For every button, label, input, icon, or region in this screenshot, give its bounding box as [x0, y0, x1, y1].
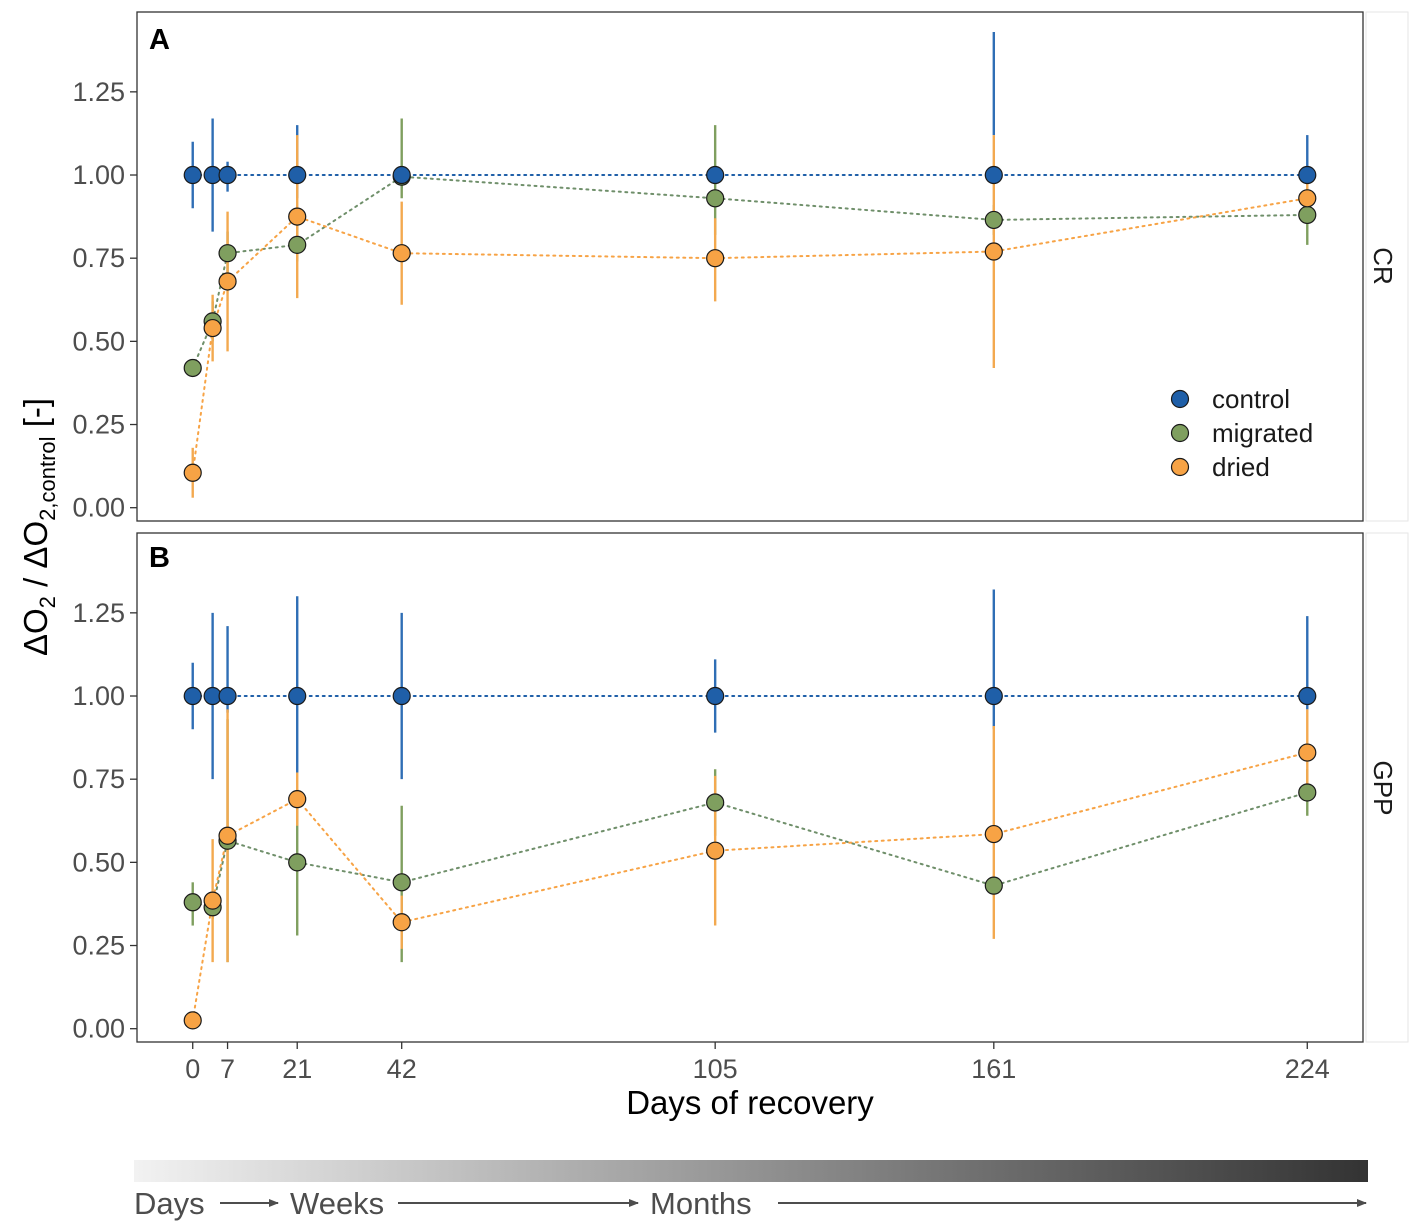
- point-dried: [392, 913, 411, 932]
- x-tick-label: 42: [387, 1054, 417, 1084]
- point-dried: [183, 1011, 202, 1030]
- point-dried: [1298, 743, 1317, 762]
- point-dried: [706, 249, 725, 268]
- y-tick-label: 0.00: [72, 493, 125, 523]
- point-migrated: [218, 244, 237, 263]
- legend-label-migrated: migrated: [1212, 418, 1313, 448]
- timeline-label-months: Months: [650, 1186, 752, 1221]
- point-migrated: [1298, 783, 1317, 802]
- legend-marker-control: [1170, 389, 1190, 409]
- point-control: [706, 686, 725, 706]
- y-tick-label: 0.75: [72, 764, 125, 794]
- timeline: Days Weeks Months: [134, 1160, 1368, 1221]
- legend: control migrated dried: [1170, 384, 1313, 482]
- x-axis-title: Days of recovery: [626, 1084, 874, 1121]
- point-migrated: [392, 873, 411, 892]
- point-dried: [984, 242, 1003, 261]
- point-dried: [984, 824, 1003, 844]
- y-tick-label: 1.25: [72, 598, 125, 628]
- point-dried: [288, 207, 307, 226]
- point-migrated: [706, 189, 725, 208]
- y-tick-label: 0.50: [72, 326, 125, 356]
- legend-label-dried: dried: [1212, 452, 1270, 482]
- x-tick-label: 0: [185, 1054, 200, 1084]
- y-tick-label: 0.25: [72, 410, 125, 440]
- series-line-dried: [191, 751, 1309, 1022]
- panel-a: CR A 0.00 0.25 0.50 0.75 1.00 1.25: [72, 11, 1409, 523]
- panel-b-frame: [136, 532, 1364, 1043]
- timeline-label-weeks: Weeks: [290, 1186, 384, 1221]
- plot-b: [183, 589, 1317, 1030]
- point-dried: [203, 318, 222, 338]
- plot-a: [183, 31, 1317, 498]
- point-dried: [203, 891, 222, 910]
- point-control: [392, 686, 411, 706]
- panel-tag-a: A: [149, 24, 170, 56]
- y-ticks-b: 0.00 0.25 0.50 0.75 1.00 1.25: [72, 598, 137, 1044]
- x-tick-label: 161: [971, 1054, 1016, 1084]
- point-dried: [706, 841, 725, 860]
- legend-marker-migrated: [1170, 423, 1190, 443]
- point-migrated: [288, 235, 307, 254]
- point-control: [1298, 686, 1317, 706]
- point-dried: [183, 463, 202, 482]
- y-tick-label: 0.75: [72, 243, 125, 273]
- panel-tag-b: B: [149, 542, 170, 574]
- timeline-gradient-bar: [134, 1160, 1368, 1182]
- x-tick-label: 224: [1285, 1054, 1330, 1084]
- y-tick-label: 0.50: [72, 847, 125, 877]
- point-control: [984, 686, 1003, 706]
- point-dried: [218, 826, 237, 845]
- y-ticks-a: 0.00 0.25 0.50 0.75 1.00 1.25: [72, 77, 137, 523]
- point-control: [1298, 165, 1317, 185]
- x-tick-label: 7: [220, 1054, 235, 1084]
- point-control: [706, 165, 725, 185]
- point-migrated: [183, 893, 202, 912]
- point-dried: [288, 790, 307, 809]
- point-control: [183, 165, 202, 185]
- point-control: [218, 686, 237, 706]
- y-tick-label: 0.25: [72, 931, 125, 961]
- point-migrated: [984, 210, 1003, 230]
- strip-label-b: GPP: [1368, 761, 1398, 816]
- series-line-dried: [191, 197, 1309, 474]
- point-dried: [392, 244, 411, 263]
- point-migrated: [1298, 205, 1317, 225]
- point-control: [218, 165, 237, 185]
- x-tick-label: 105: [693, 1054, 738, 1084]
- point-control: [984, 165, 1003, 185]
- point-migrated: [288, 853, 307, 872]
- point-migrated: [183, 358, 202, 378]
- strip-label-a: CR: [1368, 247, 1398, 285]
- y-tick-label: 1.00: [72, 160, 125, 190]
- y-tick-label: 1.25: [72, 77, 125, 107]
- x-axis: 0 7 21 42 105 161 224: [185, 1042, 1330, 1084]
- legend-marker-dried: [1170, 457, 1190, 477]
- strip-a: [1365, 11, 1409, 522]
- panel-a-frame: [136, 11, 1364, 522]
- y-tick-label: 1.00: [72, 681, 125, 711]
- point-control: [392, 165, 411, 185]
- series-line-migrated: [191, 175, 1309, 369]
- point-control: [183, 686, 202, 706]
- point-migrated: [706, 793, 725, 812]
- point-control: [288, 165, 307, 185]
- point-dried: [218, 272, 237, 291]
- legend-label-control: control: [1212, 384, 1290, 414]
- x-tick-label: 21: [282, 1054, 312, 1084]
- point-migrated: [984, 876, 1003, 895]
- strip-b: [1365, 532, 1409, 1043]
- point-control: [288, 686, 307, 706]
- y-axis-title: ΔO2 / ΔO2,control [-]: [17, 398, 60, 656]
- panel-b: GPP B 0.00 0.25 0.50 0.75 1.00 1.25: [72, 532, 1409, 1044]
- timeline-label-days: Days: [134, 1186, 205, 1221]
- y-tick-label: 0.00: [72, 1014, 125, 1044]
- point-dried: [1298, 189, 1317, 208]
